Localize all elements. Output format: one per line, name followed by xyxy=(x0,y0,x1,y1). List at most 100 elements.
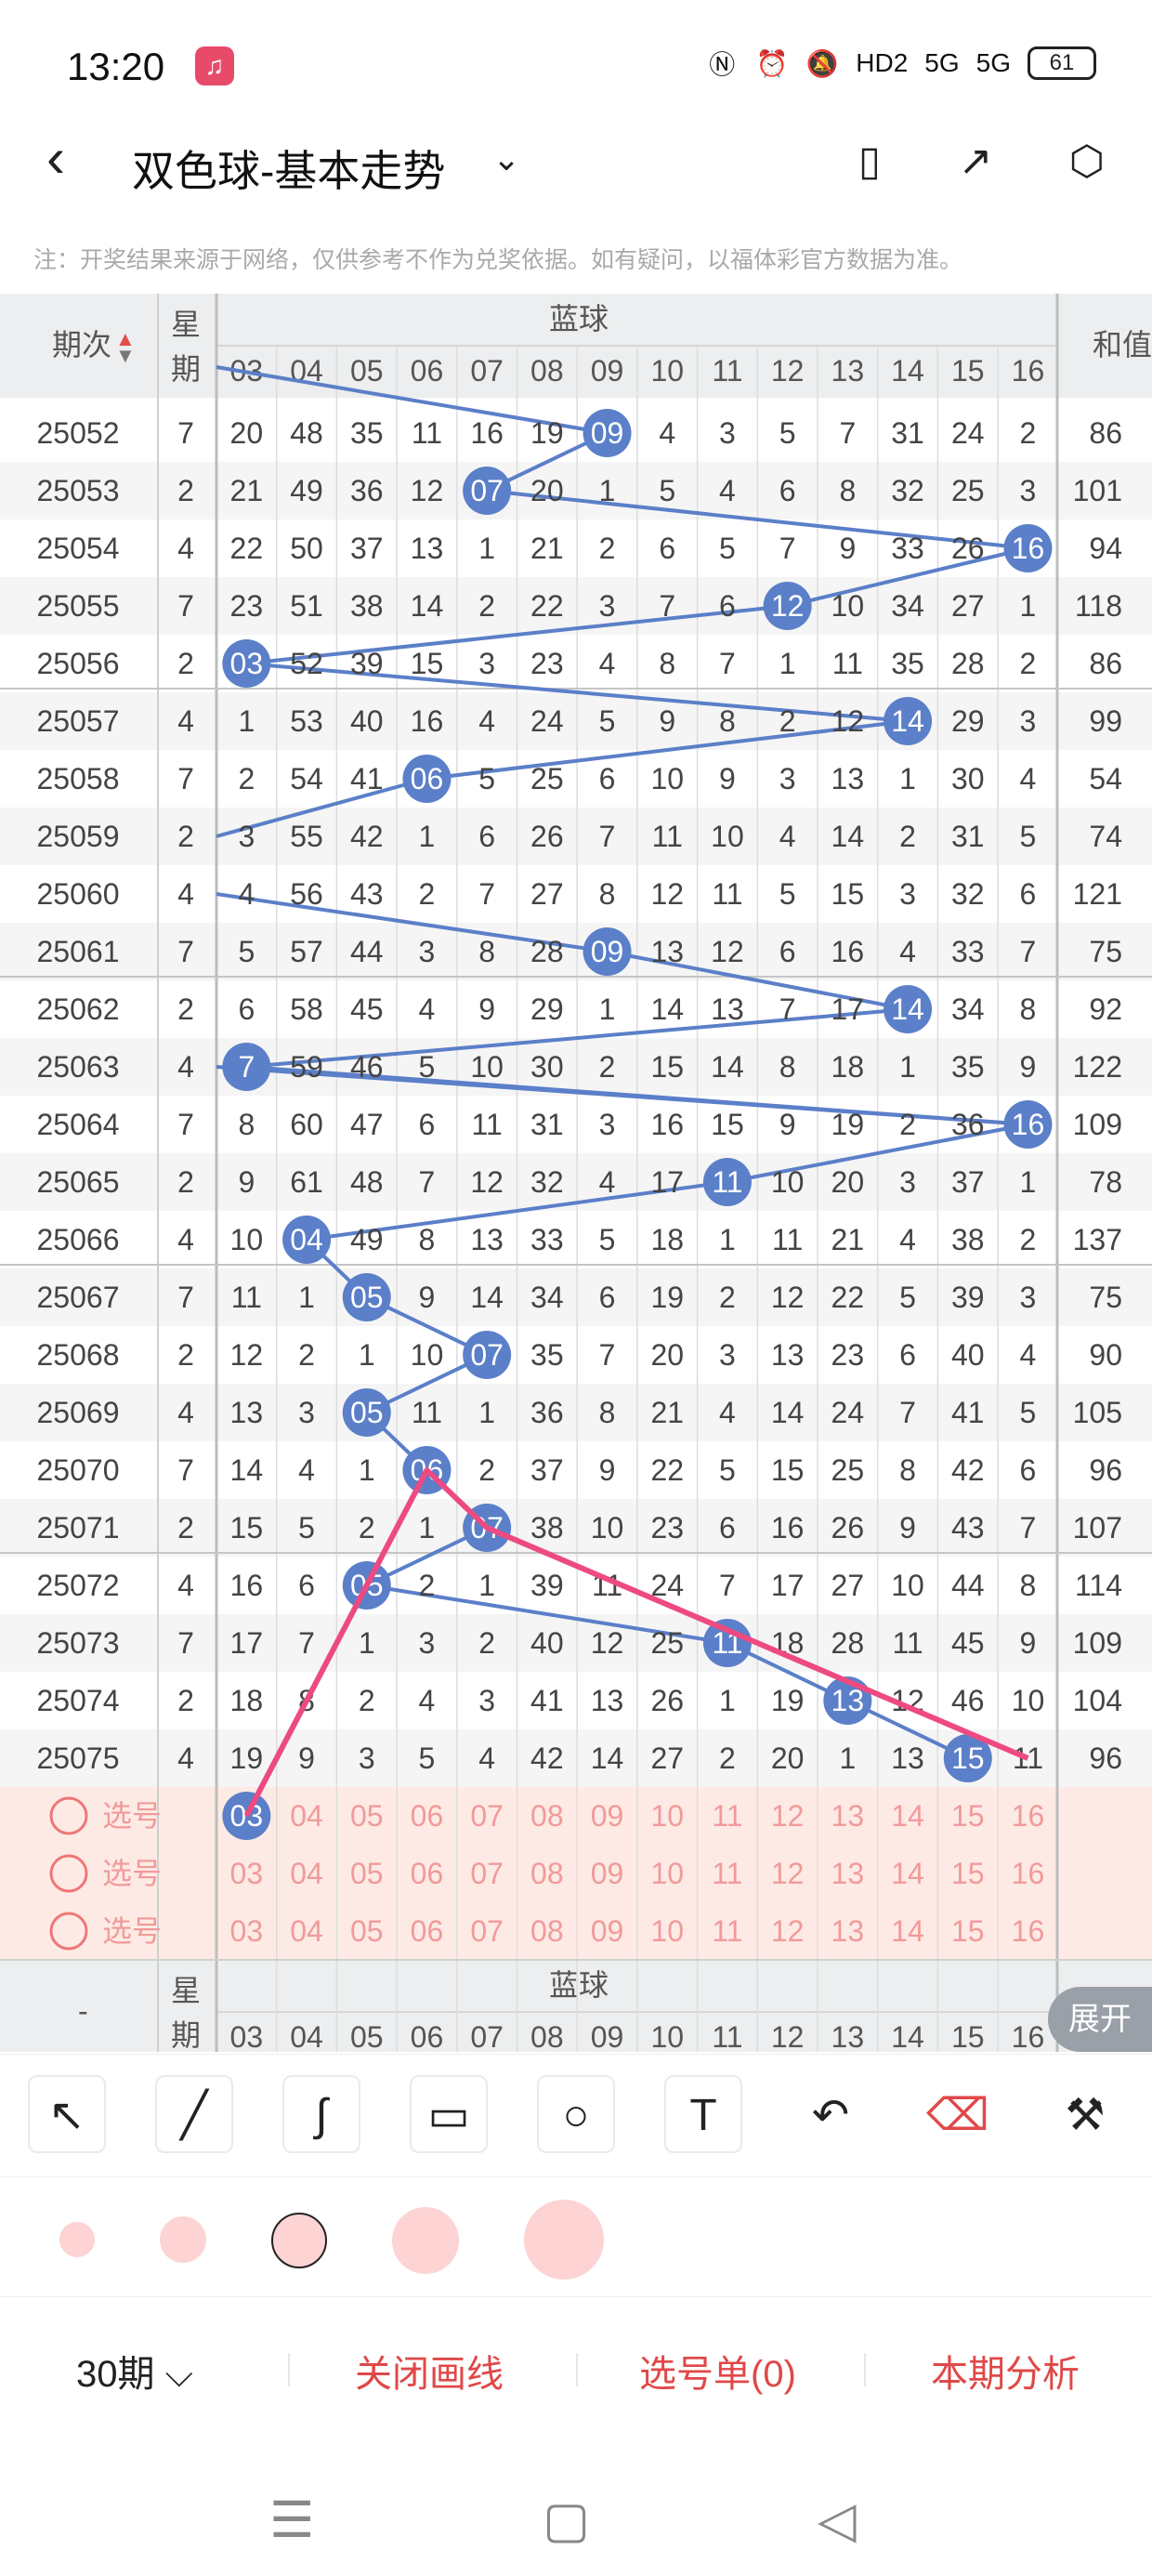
pick-number: 16 xyxy=(1012,1799,1045,1833)
cell-value: 8 xyxy=(779,1050,796,1084)
pick-number: 06 xyxy=(411,1914,444,1948)
user-drawn-line[interactable] xyxy=(243,1467,1029,1818)
disclaimer-text: 注：开奖结果来源于网络，仅供参考不作为兑奖依据。如有疑问，以福体彩官方数据为准。 xyxy=(33,247,963,273)
freehand-icon[interactable]: ∫ xyxy=(282,2075,360,2153)
eraser-icon[interactable]: ⌫ xyxy=(926,2091,989,2140)
menu-icon[interactable]: ☰ xyxy=(269,2492,315,2548)
cell-value: 14 xyxy=(650,992,684,1026)
cell-value: 3 xyxy=(419,1626,436,1660)
cell-value: 42 xyxy=(530,1741,564,1775)
blue-ball xyxy=(1003,524,1053,572)
cell-value: 34 xyxy=(891,589,924,623)
cell-value: 10 xyxy=(891,1569,924,1602)
cell-value: 59 xyxy=(290,1050,323,1084)
circle-icon[interactable]: ○ xyxy=(537,2075,615,2153)
footer-blue: 蓝球 xyxy=(549,1968,609,2002)
row-sum: 86 xyxy=(1089,647,1122,680)
cell-value: 25 xyxy=(650,1626,684,1660)
pick-number: 04 xyxy=(290,1914,323,1948)
cell-value: 14 xyxy=(831,820,865,853)
blue-ball xyxy=(884,697,933,745)
arrow-icon[interactable]: ↖ xyxy=(28,2075,106,2153)
share-icon[interactable]: ↗ xyxy=(958,138,993,184)
undo-icon[interactable]: ↶ xyxy=(811,2091,850,2140)
cell-value: 11 xyxy=(892,1626,923,1660)
cell-value: 5 xyxy=(419,1741,436,1775)
cell-value: 32 xyxy=(951,877,985,911)
row-sum: 109 xyxy=(1073,1626,1122,1660)
footer-blue-number: 05 xyxy=(350,2020,384,2052)
text-icon[interactable]: T xyxy=(664,2075,742,2153)
divider xyxy=(288,2353,290,2386)
cell-value: 40 xyxy=(350,704,384,738)
cell-value: 8 xyxy=(419,1223,436,1256)
cell-value: 1 xyxy=(899,762,916,795)
home-icon[interactable]: ▢ xyxy=(543,2492,591,2548)
footer-period: - xyxy=(78,1994,88,2028)
cell-value: 10 xyxy=(411,1338,444,1372)
cell-value: 6 xyxy=(899,1338,916,1372)
cell-value: 1 xyxy=(1020,589,1037,623)
phone-layout-icon[interactable]: ▯ xyxy=(857,138,882,184)
brush-size-5[interactable] xyxy=(524,2200,604,2280)
hd-icon: HD2 xyxy=(856,48,909,77)
close-draw-button[interactable]: 关闭画线 xyxy=(355,2354,504,2395)
cell-value: 38 xyxy=(951,1223,985,1256)
cell-value: 1 xyxy=(238,704,255,738)
brush-size-4[interactable] xyxy=(392,2207,459,2274)
blue-number-header: 10 xyxy=(650,354,684,388)
cell-value: 11 xyxy=(832,647,863,680)
cell-value: 25 xyxy=(530,762,564,795)
pick-number: 16 xyxy=(1012,1914,1045,1948)
alarm-icon: ⏰ xyxy=(755,48,789,78)
brush-size-1[interactable] xyxy=(59,2222,95,2257)
row-week: 7 xyxy=(177,589,194,623)
cell-value: 6 xyxy=(419,1108,436,1141)
trend-chart[interactable]: 期次 ▲ ▼ 星期蓝球 和值 03 04 05 06 07 08 09 10 11 12 13 14 15 16- 星… xyxy=(0,294,1152,2052)
cell-value: 27 xyxy=(530,877,564,911)
cell-value: 8 xyxy=(478,935,495,968)
blue-ball xyxy=(1003,1100,1053,1149)
cell-value: 35 xyxy=(350,416,384,450)
cell-value: 25 xyxy=(951,474,985,507)
cell-value: 15 xyxy=(650,1050,684,1084)
row-period: 25069 xyxy=(37,1396,120,1429)
cell-value: 21 xyxy=(831,1223,865,1256)
blue-ball xyxy=(583,409,632,457)
cell-value: 1 xyxy=(298,1281,315,1314)
row-period: 25053 xyxy=(37,474,120,507)
footer-blue-number: 12 xyxy=(771,2020,805,2052)
back-nav-icon[interactable]: ◁ xyxy=(818,2492,857,2548)
settings-icon[interactable]: ⬡ xyxy=(1068,138,1106,184)
rectangle-icon[interactable]: ▭ xyxy=(410,2075,488,2153)
period-selector[interactable]: 30期 ⌵ xyxy=(76,2354,193,2395)
clear-icon[interactable]: ⚒ xyxy=(1065,2091,1106,2140)
cell-value: 10 xyxy=(230,1223,264,1256)
cell-value: 5 xyxy=(1020,1396,1037,1429)
cell-value: 2 xyxy=(359,1684,375,1717)
footer-blue-number: 11 xyxy=(712,2020,742,2052)
back-icon[interactable]: ‹ xyxy=(46,126,65,189)
row-sum: 137 xyxy=(1073,1223,1122,1256)
cell-value: 41 xyxy=(951,1396,985,1429)
cell-value: 2 xyxy=(298,1338,315,1372)
pick-label: 选号 xyxy=(102,1857,162,1890)
line-icon[interactable]: ╱ xyxy=(155,2075,233,2153)
cell-value: 58 xyxy=(290,992,323,1026)
row-sum: 118 xyxy=(1075,589,1122,623)
brush-size-3[interactable] xyxy=(271,2213,327,2268)
table-row-bg xyxy=(0,1211,1152,1268)
status-icons: Ⓝ ⏰ 🔕 HD2 5G 5G 61 xyxy=(705,45,1096,82)
pick-list-button[interactable]: 选号单(0) xyxy=(639,2354,796,2395)
expand-button[interactable]: 展开 xyxy=(1048,1987,1152,2052)
cell-value: 4 xyxy=(659,416,675,450)
page-title[interactable]: 双色球-基本走势 xyxy=(132,147,446,195)
cell-value: 6 xyxy=(599,1281,616,1314)
row-period: 25074 xyxy=(37,1684,120,1717)
analysis-button[interactable]: 本期分析 xyxy=(931,2354,1080,2395)
brush-size-2[interactable] xyxy=(160,2216,206,2263)
chevron-down-icon[interactable]: ⌄ xyxy=(492,139,521,177)
table-row-bg xyxy=(0,808,1152,865)
cell-value: 5 xyxy=(779,877,796,911)
